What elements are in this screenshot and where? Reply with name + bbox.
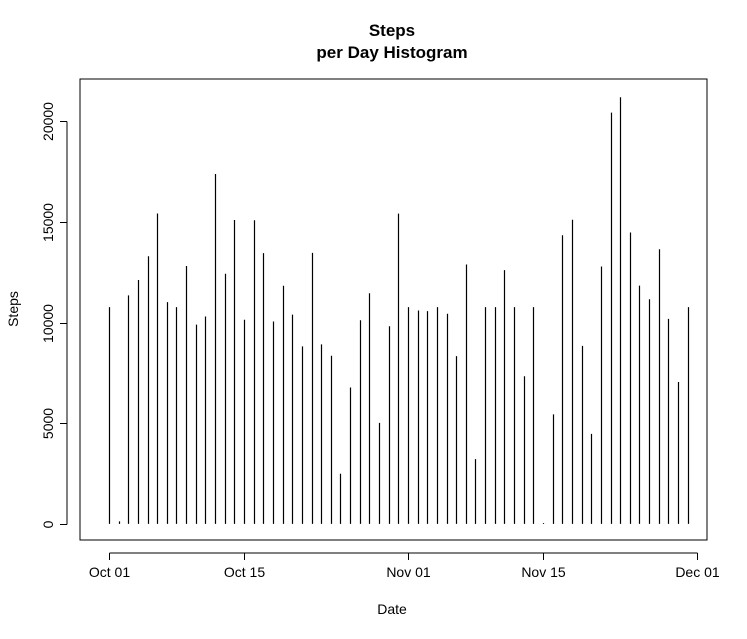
y-axis-label: Steps: [5, 291, 21, 327]
chart-title-line-1: Steps: [369, 21, 415, 40]
x-tick-label: Nov 01: [386, 564, 431, 580]
y-tick-label: 20000: [40, 102, 56, 141]
x-axis: Oct 01 Oct 15 Nov 01 Nov 15 Dec 01: [89, 552, 720, 580]
x-tick-label: Oct 01: [89, 564, 130, 580]
y-tick-label: 5000: [40, 408, 56, 439]
y-tick-label: 10000: [40, 304, 56, 343]
plot-frame: [79, 78, 708, 541]
x-axis-label: Date: [377, 601, 407, 617]
y-tick-label: 15000: [40, 203, 56, 242]
bars: [108, 97, 690, 524]
chart-title-line-2: per Day Histogram: [316, 43, 467, 62]
x-tick-label: Oct 15: [224, 564, 265, 580]
x-tick-label: Nov 15: [521, 564, 566, 580]
y-tick-label: 0: [40, 520, 56, 528]
x-tick-label: Dec 01: [675, 564, 720, 580]
y-axis: 0 5000 10000 15000 20000: [40, 102, 68, 528]
chart-title: Steps per Day Histogram: [316, 21, 467, 62]
